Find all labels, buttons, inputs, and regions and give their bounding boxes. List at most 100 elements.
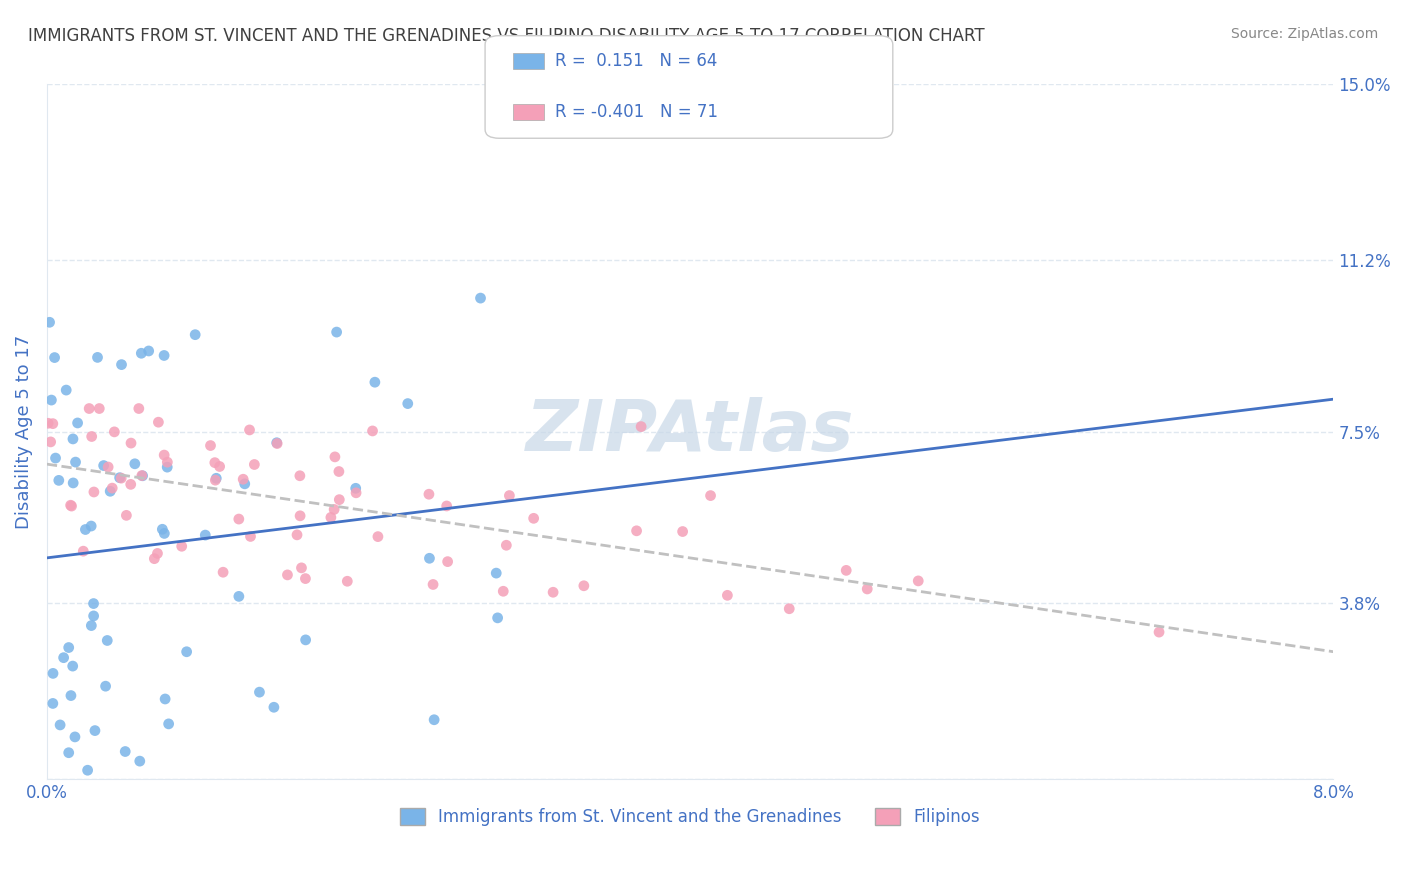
Point	[110, 358, 132, 372]
Point	[157, 717, 180, 731]
Point	[323, 450, 346, 464]
Point	[418, 551, 440, 566]
Point	[86, 351, 108, 365]
Point	[423, 713, 446, 727]
Point	[436, 555, 458, 569]
Point	[344, 481, 367, 495]
Point	[170, 539, 193, 553]
Point	[138, 343, 160, 358]
Point	[153, 448, 176, 462]
Point	[492, 584, 515, 599]
Point	[243, 458, 266, 472]
Point	[436, 499, 458, 513]
Point	[156, 460, 179, 475]
Point	[128, 754, 150, 768]
Point	[194, 528, 217, 542]
Point	[58, 746, 80, 760]
Point	[37, 417, 59, 431]
Point	[263, 700, 285, 714]
Point	[48, 474, 70, 488]
Point	[59, 689, 82, 703]
Point	[72, 544, 94, 558]
Point	[328, 492, 350, 507]
Point	[101, 481, 124, 495]
Point	[204, 456, 226, 470]
Point	[249, 685, 271, 699]
Point	[55, 383, 77, 397]
Text: R =  0.151   N = 64: R = 0.151 N = 64	[555, 52, 717, 70]
Text: IMMIGRANTS FROM ST. VINCENT AND THE GRENADINES VS FILIPINO DISABILITY AGE 5 TO 1: IMMIGRANTS FROM ST. VINCENT AND THE GREN…	[28, 27, 984, 45]
Point	[76, 763, 98, 777]
Point	[77, 401, 100, 416]
Point	[98, 484, 121, 499]
Y-axis label: Disability Age 5 to 17: Disability Age 5 to 17	[15, 334, 32, 529]
Point	[367, 530, 389, 544]
Point	[716, 588, 738, 602]
Point	[907, 574, 929, 588]
Point	[66, 416, 89, 430]
Point	[266, 435, 288, 450]
Point	[65, 455, 87, 469]
Point	[200, 438, 222, 452]
Point	[153, 692, 176, 706]
Point	[84, 723, 107, 738]
Point	[294, 632, 316, 647]
Point	[96, 633, 118, 648]
Point	[120, 477, 142, 491]
Point	[541, 585, 564, 599]
Point	[103, 425, 125, 439]
Point	[114, 745, 136, 759]
Text: Source: ZipAtlas.com: Source: ZipAtlas.com	[1230, 27, 1378, 41]
Point	[276, 567, 298, 582]
Point	[325, 325, 347, 339]
Point	[60, 499, 83, 513]
Point	[146, 546, 169, 560]
Point	[288, 508, 311, 523]
Point	[344, 485, 367, 500]
Point	[495, 538, 517, 552]
Point	[153, 349, 176, 363]
Point	[131, 468, 153, 483]
Point	[80, 519, 103, 533]
Point	[156, 455, 179, 469]
Point	[45, 451, 67, 466]
Point	[143, 551, 166, 566]
Point	[83, 485, 105, 500]
Point	[131, 346, 153, 360]
Point	[699, 489, 721, 503]
Point	[364, 375, 387, 389]
Point	[486, 611, 509, 625]
Point	[42, 666, 65, 681]
Point	[630, 419, 652, 434]
Point	[266, 436, 288, 450]
Point	[184, 327, 207, 342]
Point	[97, 460, 120, 475]
Point	[131, 468, 153, 483]
Point	[176, 645, 198, 659]
Point	[94, 679, 117, 693]
Point	[150, 522, 173, 536]
Point	[239, 529, 262, 543]
Point	[672, 524, 695, 539]
Point	[294, 572, 316, 586]
Legend: Immigrants from St. Vincent and the Grenadines, Filipinos: Immigrants from St. Vincent and the Gren…	[394, 802, 987, 833]
Point	[835, 563, 858, 577]
Point	[93, 458, 115, 473]
Point	[626, 524, 648, 538]
Point	[58, 640, 80, 655]
Point	[228, 512, 250, 526]
Text: R = -0.401   N = 71: R = -0.401 N = 71	[555, 103, 718, 121]
Point	[75, 523, 97, 537]
Point	[80, 618, 103, 632]
Point	[42, 697, 65, 711]
Point	[83, 609, 105, 624]
Point	[288, 468, 311, 483]
Point	[285, 528, 308, 542]
Point	[49, 718, 72, 732]
Point	[120, 436, 142, 450]
Point	[232, 472, 254, 486]
Point	[778, 601, 800, 615]
Point	[323, 502, 346, 516]
Point	[39, 434, 62, 449]
Point	[470, 291, 492, 305]
